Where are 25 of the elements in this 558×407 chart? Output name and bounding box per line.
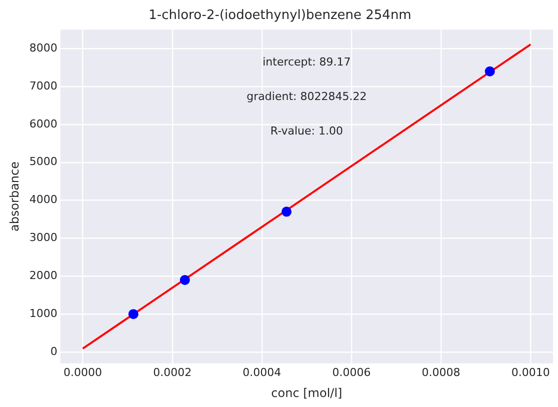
x-tick-label: 0.0008 (422, 366, 460, 379)
point (484, 66, 495, 76)
y-tick-label: 4000 (29, 193, 58, 206)
y-tick-label: 8000 (29, 41, 58, 54)
chart-title: 1-chloro-2-(iodoethynyl)benzene 254nm (148, 8, 412, 24)
point (282, 206, 292, 217)
y-tick-label: 2000 (29, 269, 58, 282)
point (128, 309, 138, 320)
x-tick-label: 0.0004 (242, 366, 282, 379)
y-tick-label: 0 (50, 344, 58, 358)
annotation: intercept: 89.17 (262, 55, 351, 68)
x-tick-label: 0.0006 (332, 366, 371, 379)
x-tick-label: 0.0000 (64, 366, 102, 379)
x-tick-label: 0.0002 (153, 366, 192, 379)
x-axis-title: conc [mol/l] (271, 386, 342, 400)
y-tick-label: 7000 (29, 79, 58, 92)
y-tick-label: 1000 (29, 306, 58, 320)
annotation: gradient: 8022845.22 (246, 90, 367, 103)
annotation: R-value: 1.00 (270, 124, 344, 138)
y-tick-label: 3000 (29, 231, 58, 244)
point (180, 274, 190, 285)
y-tick-label: 6000 (29, 117, 58, 130)
y-axis-title: absorbance (7, 161, 22, 232)
y-tick-label: 5000 (29, 155, 58, 168)
x-tick-label: 0.0010 (511, 366, 550, 379)
